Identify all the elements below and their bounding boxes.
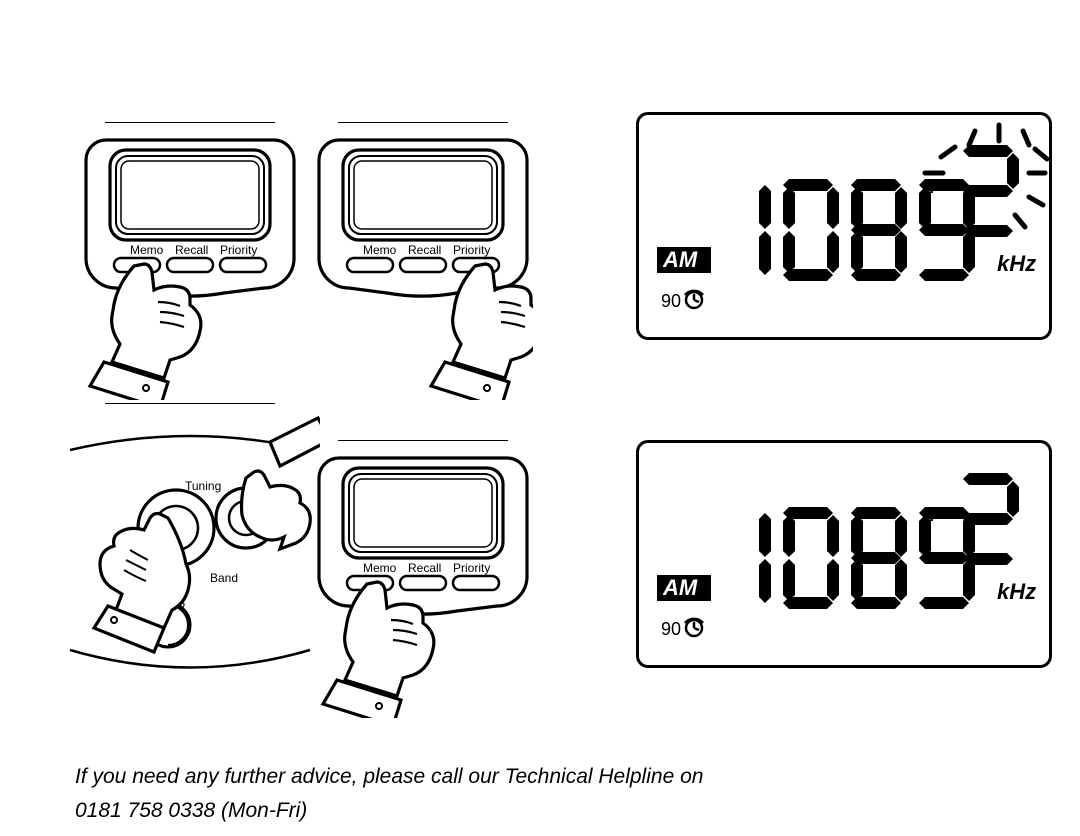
btn-label-recall: Recall	[175, 243, 208, 257]
sleep-value: 90	[661, 619, 681, 639]
clock-icon	[685, 619, 703, 636]
recall-button[interactable]	[167, 258, 213, 272]
freq-digits	[759, 507, 975, 609]
label-tuning: Tuning	[185, 479, 221, 493]
btn-label-recall: Recall	[408, 243, 441, 257]
btn-label-priority: Priority	[453, 243, 490, 257]
btn-label-priority: Priority	[220, 243, 257, 257]
helpline-line1: If you need any further advice, please c…	[75, 765, 703, 788]
btn-label-memo: Memo	[363, 243, 397, 257]
recall-button[interactable]	[400, 576, 446, 590]
btn-label-memo: Memo	[363, 561, 397, 575]
memo-button[interactable]	[347, 258, 393, 272]
panel-memo-2: Memo Recall Priority	[313, 448, 533, 718]
panel-memo: Memo Recall Priority	[80, 130, 300, 400]
panel-priority: Memo Recall Priority	[313, 130, 533, 400]
rule	[338, 122, 508, 123]
recall-button[interactable]	[400, 258, 446, 272]
unit-label: kHz	[997, 251, 1036, 276]
btn-label-memo: Memo	[130, 243, 164, 257]
priority-button[interactable]	[453, 576, 499, 590]
sleep-value: 90	[661, 291, 681, 311]
unit-label: kHz	[997, 579, 1036, 604]
label-band: Band	[210, 571, 238, 585]
btn-label-recall: Recall	[408, 561, 441, 575]
lcd-panel-steady: AM kHz 90 P	[636, 440, 1052, 668]
band-badge-text: AM	[662, 575, 698, 600]
priority-button[interactable]	[220, 258, 266, 272]
instruction-page: Memo Recall Priority Memo Recall Priorit…	[0, 0, 1080, 836]
rule	[338, 440, 508, 441]
rule	[105, 403, 275, 404]
band-badge-text: AM	[662, 247, 698, 272]
lcd-panel-flashing: AM kHz 90 P	[636, 112, 1052, 340]
helpline-line2: 0181 758 0338 (Mon-Fri)	[75, 799, 307, 822]
panel-knobs: Tuning Band Mono	[60, 410, 320, 710]
btn-label-priority: Priority	[453, 561, 490, 575]
clock-icon	[685, 291, 703, 308]
helpline-text: If you need any further advice, please c…	[75, 760, 995, 827]
flash-marks	[925, 125, 1047, 227]
freq-digits	[759, 179, 975, 281]
rule	[105, 122, 275, 123]
